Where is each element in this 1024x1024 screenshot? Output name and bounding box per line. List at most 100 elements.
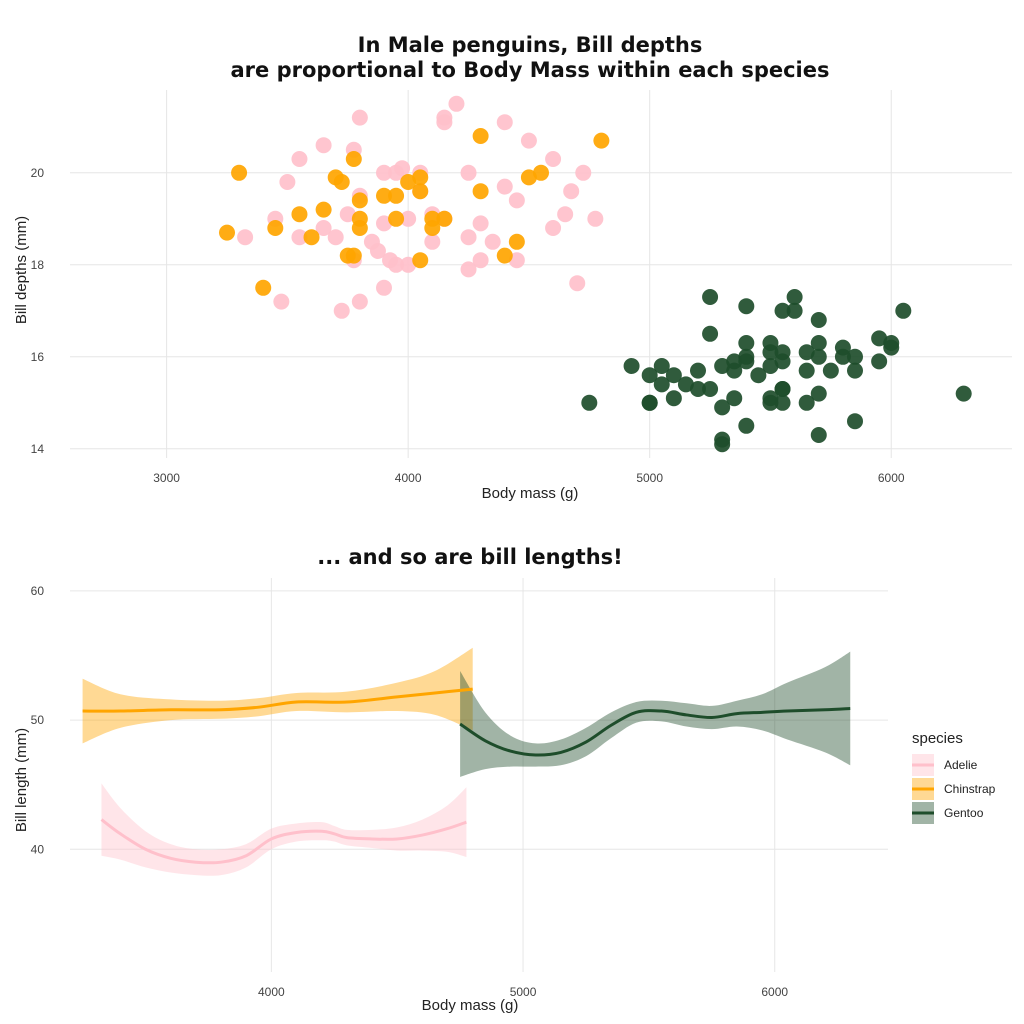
chart1-series-2 [581, 289, 972, 453]
trend-line-chinstrap [82, 687, 473, 713]
scatter-point [376, 164, 392, 181]
scatter-point [315, 137, 332, 154]
scatter-point [388, 256, 405, 273]
scatter-point [345, 151, 362, 167]
scatter-point [810, 385, 827, 402]
scatter-point [388, 187, 405, 204]
scatter-point [533, 164, 549, 181]
scatter-point [653, 376, 670, 393]
scatter-point [345, 247, 362, 264]
scatter-point [690, 381, 706, 397]
scatter-point [726, 362, 743, 379]
scatter-point [496, 247, 513, 264]
scatter-point [750, 367, 767, 384]
scatter-point [376, 215, 392, 232]
chart1-x-axis-title: Body mass (g) [482, 485, 579, 502]
scatter-point [424, 220, 441, 236]
scatter-point [871, 353, 888, 370]
chart1-y-tick-label: 16 [31, 350, 45, 364]
scatter-point [412, 252, 429, 269]
scatter-point [460, 164, 477, 181]
scatter-point [333, 302, 350, 319]
scatter-point [714, 436, 731, 453]
scatter-point [303, 229, 320, 246]
scatter-point [726, 390, 743, 407]
scatter-point [847, 348, 863, 365]
scatter-point [508, 233, 525, 250]
scatter-point [291, 206, 308, 223]
scatter-point [738, 417, 755, 434]
scatter-point [955, 385, 972, 402]
scatter-point [847, 413, 863, 430]
scatter-point [394, 160, 411, 177]
chart2-y-tick-label: 40 [31, 842, 45, 856]
chart2-x-tick-label: 6000 [761, 985, 788, 999]
chart1-x-tick-label: 3000 [153, 471, 180, 485]
chart1-series-1 [219, 128, 610, 296]
legend: species Adelie Chinstrap Gentoo [912, 730, 996, 824]
scatter-point [738, 335, 755, 351]
trend-line-adelie [100, 818, 467, 865]
chart2-y-axis-title: Bill length (mm) [13, 728, 30, 832]
scatter-point [508, 192, 525, 209]
scatter-point [376, 279, 392, 296]
scatter-point [774, 302, 791, 319]
chart1-y-tick-label: 14 [31, 442, 45, 456]
scatter-point [412, 169, 429, 186]
scatter-point [472, 128, 489, 144]
chart1-title-line-2: are proportional to Body Mass within eac… [231, 58, 830, 82]
scatter-point [702, 381, 719, 397]
scatter-point [774, 381, 791, 397]
scatter-point [400, 210, 417, 227]
scatter-point [400, 174, 417, 190]
scatter-point [557, 206, 574, 223]
scatter-point [508, 252, 525, 269]
chart2-x-tick-labels: 4000 5000 6000 [258, 985, 788, 999]
scatter-point [219, 224, 235, 241]
confidence-band-chinstrap [82, 647, 473, 744]
scatter-point [315, 201, 332, 218]
scatter-point [798, 344, 815, 361]
scatter-point [762, 394, 779, 411]
scatter-point [702, 289, 719, 305]
scatter-point [563, 183, 580, 200]
legend-item-chinstrap: Chinstrap [912, 778, 996, 800]
smooth-line-chart: ... and so are bill lengths! 40 50 60 4000… [13, 545, 996, 1014]
scatter-point [255, 279, 272, 296]
chart1-x-tick-labels: 3000 4000 5000 6000 [153, 471, 905, 485]
chart2-y-tick-label: 50 [31, 713, 45, 727]
scatter-point [412, 183, 429, 200]
scatter-point [871, 330, 888, 347]
chart2-confidence-bands [82, 647, 851, 876]
legend-label: Chinstrap [944, 782, 996, 796]
scatter-point [520, 169, 537, 186]
scatter-point [702, 325, 719, 342]
scatter-point [279, 174, 296, 190]
legend-item-adelie: Adelie [912, 754, 978, 776]
chart1-y-axis-title: Bill depths (mm) [13, 216, 30, 324]
chart1-x-tick-label: 5000 [636, 471, 663, 485]
scatter-point [810, 335, 827, 351]
scatter-point [351, 293, 368, 310]
scatter-chart: In Male penguins, Bill depths are propor… [13, 33, 1012, 502]
scatter-point [436, 210, 453, 227]
scatter-point [762, 358, 779, 374]
scatter-point [623, 358, 640, 374]
scatter-point [738, 353, 755, 370]
scatter-point [810, 348, 827, 365]
scatter-point [520, 132, 537, 149]
scatter-point [798, 394, 815, 411]
scatter-point [351, 192, 368, 209]
chart1-points [219, 95, 972, 453]
chart1-y-tick-label: 20 [31, 166, 45, 180]
scatter-point [472, 252, 489, 269]
scatter-point [496, 178, 513, 195]
scatter-point [496, 114, 513, 131]
scatter-point [569, 275, 586, 292]
scatter-point [895, 302, 912, 319]
scatter-point [333, 174, 350, 190]
scatter-point [762, 344, 779, 361]
scatter-point [883, 339, 900, 356]
chart1-x-tick-label: 4000 [395, 471, 422, 485]
